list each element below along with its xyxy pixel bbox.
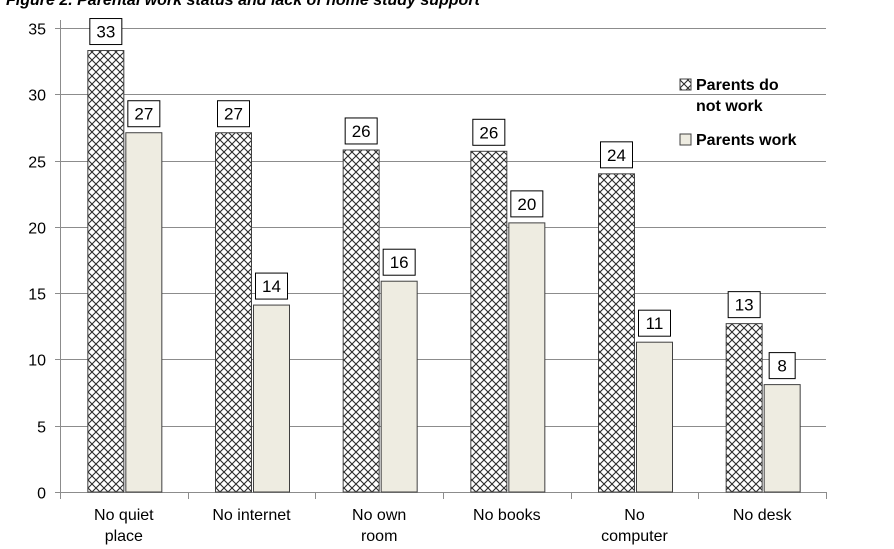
y-tick-label: 15 (28, 287, 46, 304)
y-tick-label: 25 (28, 155, 46, 172)
bar-parents-do-not-work (215, 132, 252, 493)
legend-swatch (679, 133, 692, 146)
gridlines (60, 28, 826, 427)
data-label-box (89, 18, 123, 46)
bar-parents-work (125, 132, 163, 493)
data-label-box (600, 141, 633, 169)
data-label: 27 (134, 105, 153, 124)
data-label: 8 (777, 357, 786, 376)
x-tick-label: No quiet place (94, 507, 154, 545)
data-label-box (217, 100, 250, 128)
bar-parents-work (380, 280, 418, 493)
y-tick-label: 20 (28, 221, 46, 238)
bars (87, 50, 801, 493)
bar-parents-work (508, 222, 546, 493)
bar-parents-do-not-work (342, 149, 380, 493)
y-tick-label: 10 (28, 353, 46, 370)
bar-parents-do-not-work (87, 50, 125, 493)
bar-parents-work (253, 304, 290, 493)
data-label-box (727, 291, 761, 319)
bar-parents-work (636, 341, 673, 493)
bar-parents-do-not-work (598, 173, 635, 493)
data-label-box (472, 118, 506, 146)
data-label-box (382, 248, 416, 276)
data-label: 11 (646, 314, 664, 333)
bar-parents-do-not-work (725, 323, 763, 493)
data-label: 13 (735, 296, 754, 315)
x-tick-label: No desk (733, 507, 793, 524)
y-tick-label: 0 (37, 486, 46, 503)
data-label: 33 (96, 23, 115, 42)
data-label-box (638, 309, 671, 337)
data-label: 26 (352, 122, 371, 141)
y-tick-label: 35 (28, 22, 46, 39)
x-tick-label: No computer (601, 507, 668, 545)
axes: 0 5 10 15 20 25 30 35 No quiet place No internet No… (28, 20, 827, 545)
data-label: 20 (517, 195, 536, 214)
data-label-box (127, 100, 161, 128)
y-tick-label: 30 (28, 88, 46, 105)
data-label: 14 (262, 277, 281, 296)
legend-label: Parents do not work (696, 77, 779, 115)
bar-parents-do-not-work (470, 150, 508, 493)
data-label-box (255, 272, 288, 300)
x-tick-label: No own room (352, 507, 406, 545)
data-label: 24 (607, 146, 626, 165)
data-label-box (344, 117, 378, 145)
x-tick-label: No internet (212, 507, 291, 524)
data-labels: 33 27 26 26 24 13 27 14 16 20 11 8 (89, 18, 796, 380)
data-label-box (510, 190, 544, 218)
y-tick-label: 5 (37, 420, 46, 437)
data-label-box (768, 352, 796, 380)
bar-parents-work (763, 384, 801, 493)
chart-title: Figure 2. Parental work status and lack … (6, 0, 480, 9)
data-label: 26 (479, 123, 498, 142)
legend-swatch (679, 78, 692, 91)
data-label: 16 (390, 253, 409, 272)
x-tick-label: No books (473, 507, 541, 524)
legend: Parents do not work Parents work (679, 77, 797, 149)
legend-label: Parents work (696, 132, 797, 149)
data-label: 27 (224, 105, 243, 124)
